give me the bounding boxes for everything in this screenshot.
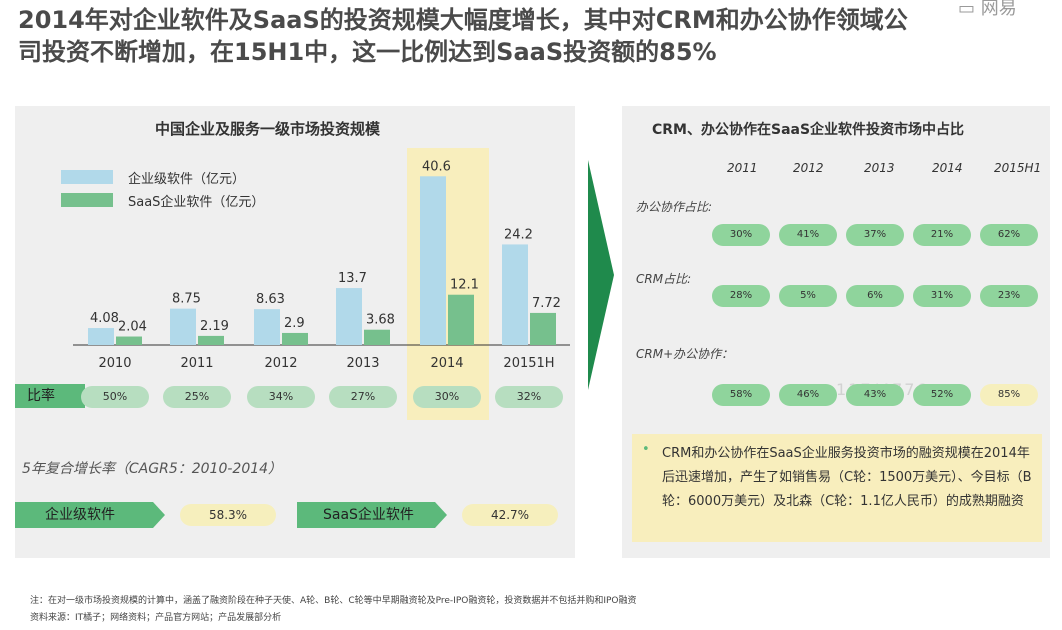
data-label: 8.63 (256, 292, 285, 307)
bar-saas (116, 336, 142, 345)
data-label: 13.7 (338, 271, 367, 286)
bar-enterprise (88, 328, 114, 345)
footnote: 注：在对一级市场投资规模的计算中，涵盖了融资阶段在种子天使、A轮、B轮、C轮等中… (30, 596, 637, 606)
year-label: 2012 (793, 161, 824, 175)
data-label: 40.6 (422, 159, 451, 174)
cagr-title: 5年复合增长率（CAGR5：2010-2014） (22, 461, 283, 477)
legend-label-enterprise: 企业级软件（亿元） (128, 172, 246, 187)
ratio-oval: 34% (247, 386, 315, 408)
year-label: 2014 (932, 161, 963, 175)
share-oval: 5% (779, 285, 837, 307)
x-tick-label: 2014 (430, 356, 463, 371)
data-label: 8.75 (172, 292, 201, 307)
cagr-enterprise-text: 企业级软件 (45, 507, 115, 523)
bar-saas (364, 329, 390, 345)
share-oval: 31% (913, 285, 971, 307)
bullet-icon: • (642, 442, 650, 457)
ratio-oval: 32% (495, 386, 563, 408)
ratio-oval: 30% (413, 386, 481, 408)
bar-enterprise (254, 309, 280, 345)
data-label: 2.19 (200, 319, 229, 334)
share-oval: 37% (846, 224, 904, 246)
share-oval: 58% (712, 384, 770, 406)
right-panel-title: CRM、办公协作在SaaS企业软件投资市场中占比 (652, 122, 965, 138)
ratio-oval: 50% (81, 386, 149, 408)
legend-label-saas: SaaS企业软件（亿元） (128, 195, 265, 210)
cagr-saas-value: 42.7% (462, 504, 558, 526)
brand-logo: ▭ 网易 (958, 0, 1017, 20)
year-label: 2011 (727, 161, 758, 175)
bar-enterprise (336, 288, 362, 345)
share-oval: 6% (846, 285, 904, 307)
bar-saas (198, 335, 224, 345)
legend-swatch-enterprise (61, 170, 113, 184)
share-oval: 62% (980, 224, 1038, 246)
ratio-oval: 25% (163, 386, 231, 408)
row-label-crm: CRM占比: (636, 272, 692, 286)
share-oval: 43% (846, 384, 904, 406)
logo-icon: ▭ (958, 0, 976, 19)
x-tick-label: 2012 (264, 356, 297, 371)
share-oval: 28% (712, 285, 770, 307)
cagr-saas-text: SaaS企业软件 (323, 507, 414, 523)
note-text: CRM和办公协作在SaaS企业服务投资市场的融资规模在2014年后迅速增加，产生… (662, 446, 1032, 509)
data-label: 24.2 (504, 227, 533, 242)
share-oval: 52% (913, 384, 971, 406)
cagr-enterprise-value: 58.3% (180, 504, 276, 526)
year-label: 2013 (864, 161, 895, 175)
data-label: 3.68 (366, 313, 395, 328)
page-title: 2014年对企业软件及SaaS的投资规模大幅度增长，其中对CRM和办公协作领域公… (18, 6, 908, 66)
data-label: 7.72 (532, 296, 561, 311)
share-oval: 30% (712, 224, 770, 246)
share-oval: 23% (980, 285, 1038, 307)
note-box: • CRM和办公协作在SaaS企业服务投资市场的融资规模在2014年后迅速增加，… (632, 434, 1042, 542)
x-tick-label: 2011 (180, 356, 213, 371)
ratio-oval: 27% (329, 386, 397, 408)
share-oval: 41% (779, 224, 837, 246)
ratio-label: 比率 (15, 384, 85, 408)
year-label: 2015H1 (994, 161, 1042, 175)
row-label-combined: CRM+办公协作： (636, 347, 734, 361)
share-oval-highlight: 85% (980, 384, 1038, 406)
x-tick-label: 2010 (98, 356, 131, 371)
left-panel-title: 中国企业及服务一级市场投资规模 (155, 120, 381, 138)
x-tick-label: 2013 (346, 356, 379, 371)
bar-saas (530, 312, 556, 345)
data-label: 4.08 (90, 311, 119, 326)
data-label: 2.9 (284, 316, 305, 331)
cagr-enterprise-label: 企业级软件 (15, 502, 165, 528)
bar-saas (282, 332, 308, 345)
transition-arrow-icon (588, 160, 614, 390)
bar-enterprise (420, 176, 446, 345)
data-label: 2.04 (118, 320, 147, 335)
bar-saas (448, 294, 474, 345)
row-label-office: 办公协作占比: (636, 200, 713, 214)
legend-swatch-saas (61, 193, 113, 207)
logo-text: 网易 (980, 0, 1017, 19)
bar-enterprise (170, 308, 196, 345)
source-note: 资料来源：IT橘子；网络资料；产品官方网站；产品发展部分析 (30, 613, 282, 623)
share-oval: 21% (913, 224, 971, 246)
cagr-saas-label: SaaS企业软件 (297, 502, 447, 528)
x-tick-label: 20151H (503, 356, 554, 371)
share-oval: 46% (779, 384, 837, 406)
bar-enterprise (502, 244, 528, 345)
data-label: 12.1 (450, 278, 479, 293)
